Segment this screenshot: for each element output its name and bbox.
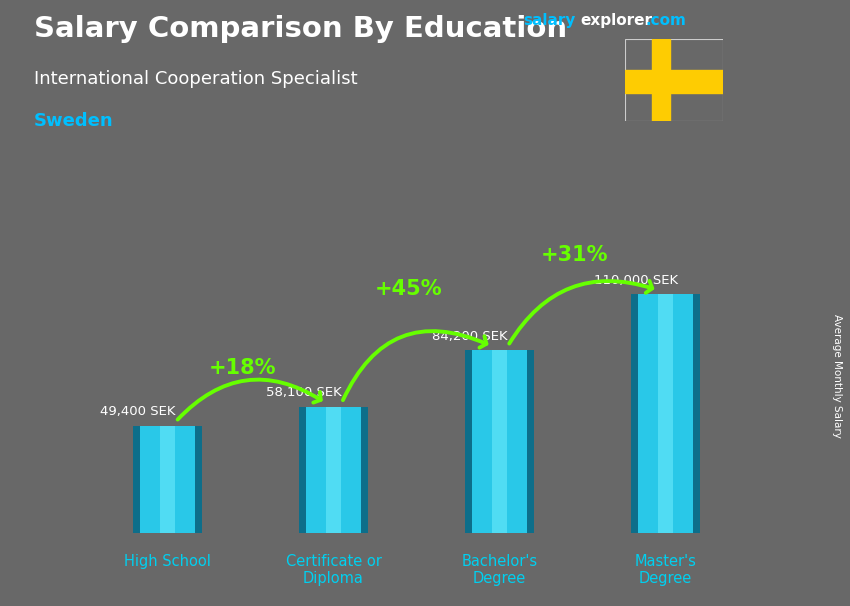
- Text: +31%: +31%: [541, 245, 608, 265]
- Text: Sweden: Sweden: [34, 112, 114, 130]
- Bar: [638, 295, 694, 533]
- Text: 110,000 SEK: 110,000 SEK: [593, 274, 677, 287]
- Bar: [652, 39, 670, 121]
- Text: .com: .com: [645, 13, 686, 28]
- Bar: [160, 426, 175, 533]
- Text: Certificate or
Diploma: Certificate or Diploma: [286, 554, 382, 586]
- Text: Bachelor's
Degree: Bachelor's Degree: [462, 554, 537, 586]
- Bar: [492, 350, 507, 533]
- Text: High School: High School: [124, 554, 211, 569]
- Bar: [298, 407, 368, 533]
- Text: Master's
Degree: Master's Degree: [635, 554, 696, 586]
- Text: 58,100 SEK: 58,100 SEK: [266, 387, 342, 399]
- Bar: [133, 426, 202, 533]
- Text: explorer: explorer: [581, 13, 653, 28]
- Bar: [631, 295, 700, 533]
- Bar: [625, 70, 722, 93]
- Bar: [326, 407, 341, 533]
- Text: salary: salary: [523, 13, 575, 28]
- Text: 84,200 SEK: 84,200 SEK: [432, 330, 507, 342]
- Text: Average Monthly Salary: Average Monthly Salary: [832, 314, 842, 438]
- Text: Salary Comparison By Education: Salary Comparison By Education: [34, 15, 567, 43]
- Text: +45%: +45%: [374, 279, 442, 299]
- Text: +18%: +18%: [208, 358, 276, 378]
- Bar: [139, 426, 196, 533]
- Text: 49,400 SEK: 49,400 SEK: [99, 405, 175, 418]
- Bar: [658, 295, 673, 533]
- Bar: [472, 350, 527, 533]
- Bar: [306, 407, 361, 533]
- Text: International Cooperation Specialist: International Cooperation Specialist: [34, 70, 358, 88]
- Bar: [465, 350, 535, 533]
